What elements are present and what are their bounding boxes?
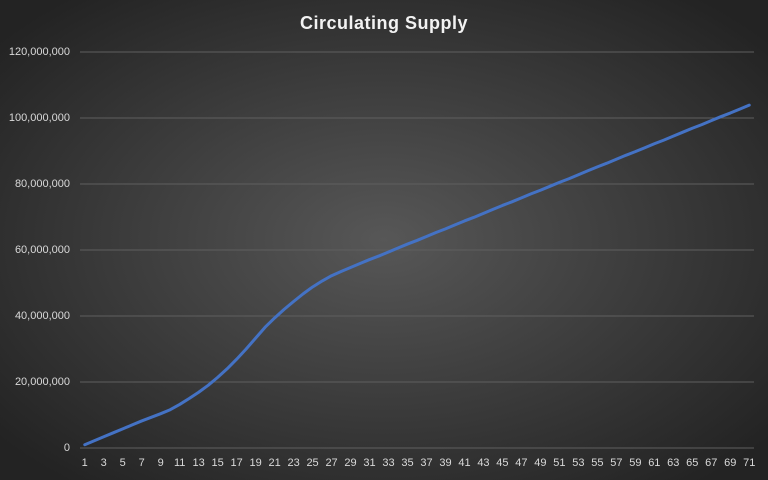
x-tick-label: 13 [193, 457, 205, 469]
x-tick-label: 65 [686, 457, 698, 469]
y-tick-label: 100,000,000 [9, 112, 70, 124]
y-tick-label: 120,000,000 [9, 46, 70, 58]
x-tick-label: 61 [648, 457, 660, 469]
x-tick-label: 37 [420, 457, 432, 469]
x-tick-label: 23 [287, 457, 299, 469]
y-tick-label: 0 [64, 442, 70, 454]
x-tick-label: 55 [591, 457, 603, 469]
x-tick-label: 1 [82, 457, 88, 469]
x-tick-label: 27 [325, 457, 337, 469]
chart-title: Circulating Supply [300, 13, 468, 33]
x-tick-label: 29 [344, 457, 356, 469]
x-tick-label: 31 [363, 457, 375, 469]
y-tick-label: 60,000,000 [15, 244, 70, 256]
x-tick-label: 9 [158, 457, 164, 469]
x-tick-label: 19 [249, 457, 261, 469]
x-tick-label: 17 [231, 457, 243, 469]
x-tick-label: 67 [705, 457, 717, 469]
x-tick-label: 15 [212, 457, 224, 469]
x-tick-label: 25 [306, 457, 318, 469]
x-tick-label: 71 [743, 457, 755, 469]
x-tick-label: 11 [174, 457, 185, 469]
x-tick-label: 57 [610, 457, 622, 469]
x-tick-label: 3 [101, 457, 107, 469]
x-tick-label: 41 [458, 457, 470, 469]
x-tick-label: 33 [382, 457, 394, 469]
x-tick-label: 21 [268, 457, 280, 469]
x-tick-label: 43 [477, 457, 489, 469]
x-tick-label: 35 [401, 457, 413, 469]
x-tick-label: 53 [572, 457, 584, 469]
x-tick-label: 5 [120, 457, 126, 469]
y-tick-label: 20,000,000 [15, 376, 70, 388]
x-tick-label: 59 [629, 457, 641, 469]
x-tick-label: 39 [439, 457, 451, 469]
x-tick-label: 45 [496, 457, 508, 469]
x-tick-label: 51 [553, 457, 565, 469]
x-tick-label: 7 [139, 457, 145, 469]
x-tick-label: 47 [515, 457, 527, 469]
y-tick-label: 80,000,000 [15, 178, 70, 190]
x-tick-label: 63 [667, 457, 679, 469]
x-tick-label: 69 [724, 457, 736, 469]
y-tick-label: 40,000,000 [15, 310, 70, 322]
data-line [83, 103, 751, 447]
x-tick-label: 49 [534, 457, 546, 469]
